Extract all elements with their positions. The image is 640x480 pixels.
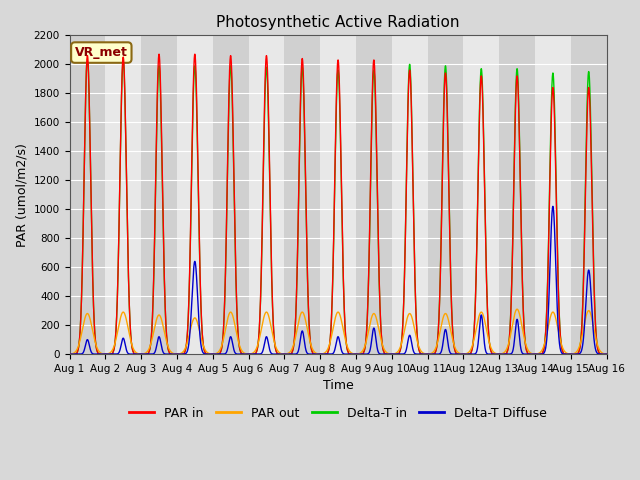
Bar [248,36,284,354]
Bar [535,36,571,354]
Bar [499,36,535,354]
Bar [392,36,428,354]
Bar [320,36,356,354]
Bar [463,36,499,354]
Y-axis label: PAR (umol/m2/s): PAR (umol/m2/s) [15,143,28,247]
Bar [571,36,607,354]
Title: Photosynthetic Active Radiation: Photosynthetic Active Radiation [216,15,460,30]
Bar [141,36,177,354]
Legend: PAR in, PAR out, Delta-T in, Delta-T Diffuse: PAR in, PAR out, Delta-T in, Delta-T Dif… [124,402,552,425]
Text: VR_met: VR_met [75,46,128,59]
Bar [177,36,212,354]
Bar [428,36,463,354]
Bar [356,36,392,354]
Bar [284,36,320,354]
Bar [70,36,106,354]
Bar [212,36,248,354]
Bar [106,36,141,354]
X-axis label: Time: Time [323,379,353,392]
